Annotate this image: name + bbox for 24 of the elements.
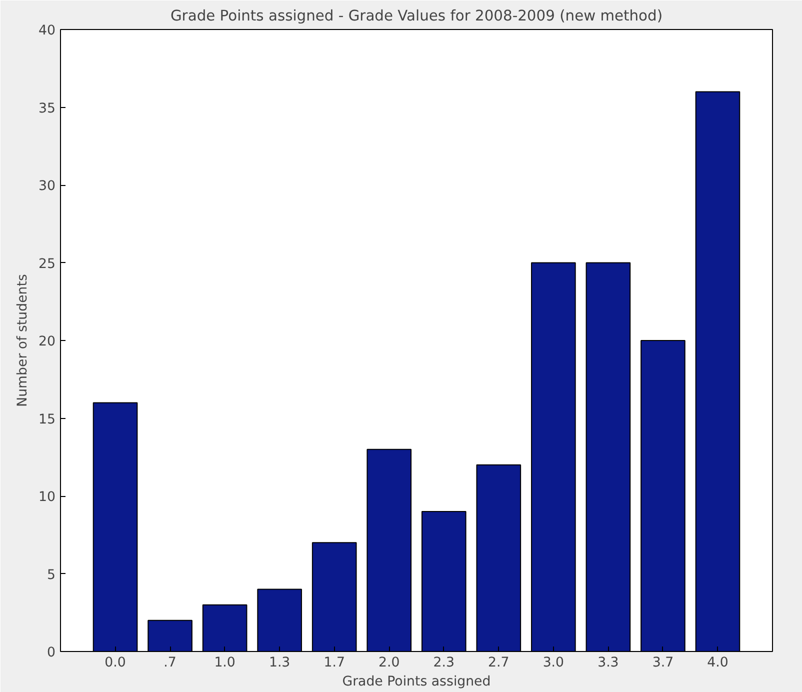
x-tick-label: 2.0 <box>378 656 400 670</box>
x-tick-label: 2.3 <box>433 656 454 670</box>
chart-title: Grade Points assigned - Grade Values for 2008-2009 (new method) <box>170 8 663 24</box>
x-tick-label: 2.7 <box>488 656 510 670</box>
y-axis-title: Number of students <box>16 274 31 407</box>
x-axis-title: Grade Points assigned <box>342 674 491 690</box>
y-tick-label: 15 <box>38 412 56 428</box>
x-tick-label: 1.7 <box>324 656 345 670</box>
y-tick-label: 25 <box>38 256 56 272</box>
y-tick-label: 40 <box>38 24 56 38</box>
x-tick-label: 3.3 <box>598 656 619 670</box>
y-tick-label: 35 <box>38 101 56 116</box>
x-tick-label: 4.0 <box>707 656 728 670</box>
y-tick-label: 30 <box>38 179 56 194</box>
x-tick-label: .7 <box>164 656 176 670</box>
x-tick-label: 1.0 <box>214 656 236 670</box>
y-tick-label: 0 <box>47 646 56 660</box>
y-tick-label: 5 <box>47 568 56 583</box>
y-tick-label: 20 <box>38 334 56 350</box>
x-tick-label: 0.0 <box>104 656 126 670</box>
x-tick-label: 1.3 <box>268 656 290 670</box>
x-tick-label: 3.7 <box>652 656 674 670</box>
y-tick-label: 10 <box>38 490 56 505</box>
x-tick-label: 3.0 <box>542 656 564 670</box>
